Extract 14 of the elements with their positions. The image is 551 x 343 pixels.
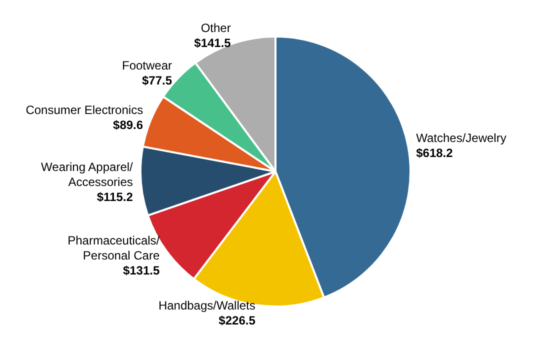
- data-label: $77.5: [142, 73, 172, 88]
- data-label: $89.6: [113, 118, 144, 132]
- data-label: $226.5: [218, 314, 256, 328]
- slice-label: Handbags/Wallets: [158, 298, 256, 313]
- slice-label: Watches/Jewelry: [416, 130, 506, 145]
- slice-label: Other: [200, 21, 231, 36]
- data-label: $618.2: [416, 146, 454, 160]
- slice-label: Footwear: [122, 58, 172, 72]
- data-label: $131.5: [122, 263, 160, 278]
- slice-label: Consumer Electronics: [26, 103, 144, 118]
- data-label: $115.2: [96, 190, 134, 204]
- slice-label: Pharmaceuticals/ Personal Care: [68, 233, 160, 262]
- data-label: $141.5: [194, 36, 232, 50]
- slice-label: Wearing Apparel/ Accessories: [41, 160, 134, 189]
